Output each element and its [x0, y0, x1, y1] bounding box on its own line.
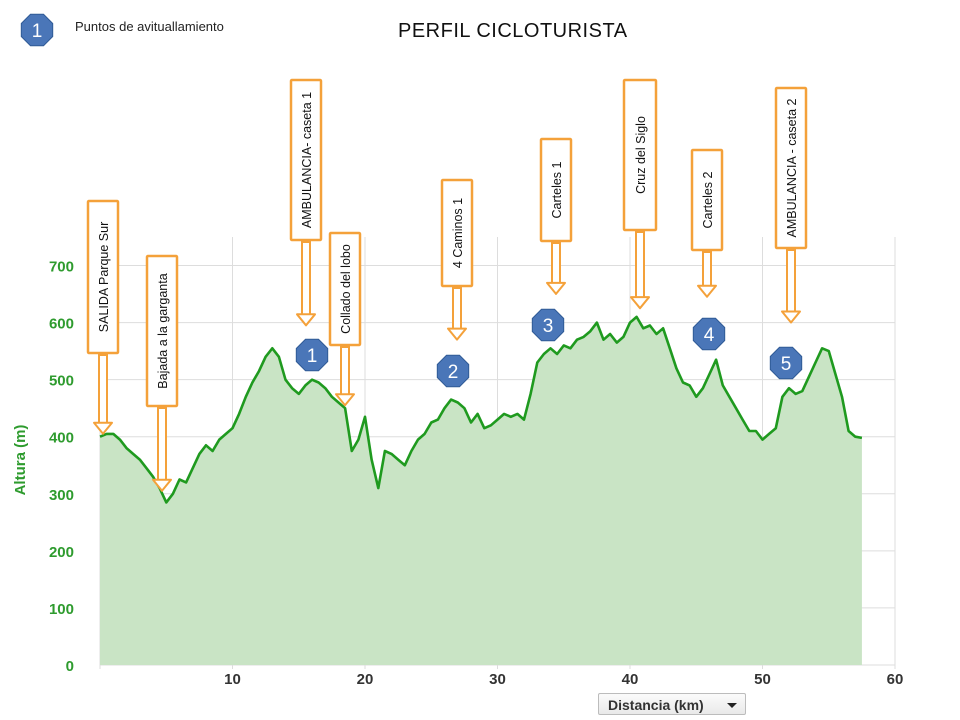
callout-box [328, 231, 362, 347]
callout-box [690, 148, 724, 252]
feed-point-badge-4: 4 [692, 317, 726, 351]
callout-arrow-shaft [157, 407, 167, 482]
callout-box [774, 86, 808, 250]
y-tick-label: 400 [49, 430, 74, 447]
feed-point-badge-5: 5 [769, 346, 803, 380]
x-tick-label: 20 [357, 671, 374, 688]
badge-layer: 1 1 2 3 4 5 [20, 13, 803, 388]
callout-arrow-head [630, 296, 650, 310]
y-axis-title: Altura (m) [12, 425, 29, 496]
badge-shape [295, 338, 329, 372]
callout-3: Collado del lobo [328, 231, 362, 407]
callout-label: Bajada a la garganta [156, 273, 170, 388]
y-tick-label: 100 [49, 601, 74, 618]
feed-point-badge-1: 1 [295, 338, 329, 372]
callout-label: Cruz del Siglo [634, 116, 648, 194]
badge-number: 1 [32, 21, 43, 42]
badge-number: 1 [307, 346, 318, 367]
badge-number: 4 [704, 325, 715, 346]
callout-arrow-shaft [98, 354, 108, 425]
callout-box [622, 78, 658, 232]
y-tick-label: 300 [49, 487, 74, 504]
badge-shape [692, 317, 726, 351]
callout-box [86, 199, 120, 355]
callout-arrow-shaft [551, 242, 561, 285]
callout-label: 4 Caminos 1 [451, 198, 465, 268]
callout-1: Bajada a la garganta [145, 254, 179, 492]
x-tick-label: 30 [489, 671, 506, 688]
callout-arrow-shaft [301, 241, 311, 317]
callout-label: Carteles 1 [550, 161, 564, 218]
y-tick-label: 0 [66, 658, 74, 675]
page-title: PERFIL CICLOTURISTA [398, 20, 628, 42]
y-tick-label: 500 [49, 373, 74, 390]
callout-2: AMBULANCIA- caseta 1 [289, 78, 323, 327]
x-tick-label: 60 [887, 671, 904, 688]
callout-label: AMBULANCIA- caseta 1 [300, 92, 314, 228]
callout-label: Collado del lobo [339, 244, 353, 334]
axis-layer: 0 100 200 300 400 500 600 700 10 20 30 40 50 60 Altura… [12, 259, 903, 688]
callout-arrow-head [447, 327, 467, 341]
legend-badge: 1 [20, 13, 54, 47]
x-tick-label: 40 [622, 671, 639, 688]
callout-label: AMBULANCIA - caseta 2 [785, 98, 799, 237]
callout-arrow-head [296, 313, 316, 327]
feed-point-badge-2: 2 [436, 354, 470, 388]
callout-arrow-shaft [452, 287, 462, 331]
callout-arrow-head [781, 310, 801, 324]
callout-label: Carteles 2 [701, 171, 715, 228]
badge-shape [531, 308, 565, 342]
callout-box [145, 254, 179, 408]
distance-unit-label: Distancia (km) [608, 697, 704, 713]
badge-number: 5 [781, 354, 792, 375]
callout-6: Cruz del Siglo [622, 78, 658, 310]
callout-arrow-head [335, 393, 355, 407]
callout-arrow-shaft [702, 251, 712, 288]
callout-layer: SALIDA Parque Sur Bajada a la garganta AMB… [86, 78, 808, 492]
callout-arrow-shaft [635, 231, 645, 300]
elevation-line [99, 315, 863, 504]
callout-box [440, 178, 474, 288]
callout-arrow-shaft [786, 249, 796, 314]
y-tick-label: 600 [49, 316, 74, 333]
y-tick-label: 700 [49, 259, 74, 276]
feed-point-badge-3: 3 [531, 308, 565, 342]
badge-shape [769, 346, 803, 380]
y-tick-label: 200 [49, 544, 74, 561]
callout-8: AMBULANCIA - caseta 2 [774, 86, 808, 324]
badge-shape [436, 354, 470, 388]
callout-4: 4 Caminos 1 [440, 178, 474, 341]
callout-arrow-head [697, 284, 717, 298]
badge-number: 3 [543, 316, 554, 337]
x-tick-label: 50 [754, 671, 771, 688]
badge-number: 2 [448, 362, 459, 383]
callout-0: SALIDA Parque Sur [86, 199, 120, 435]
chevron-down-icon[interactable] [727, 703, 737, 708]
callout-arrow-head [152, 478, 172, 492]
badge-shape [20, 13, 54, 47]
callout-box [539, 137, 573, 243]
x-tick-label: 10 [224, 671, 241, 688]
callout-arrow-head [93, 421, 113, 435]
callout-arrow-head [546, 281, 566, 295]
elevation-area [100, 316, 862, 665]
callout-label: SALIDA Parque Sur [97, 222, 111, 332]
callout-arrow-shaft [340, 346, 350, 397]
distance-unit-select[interactable]: Distancia (km) [598, 693, 746, 715]
callout-7: Carteles 2 [690, 148, 724, 298]
callout-5: Carteles 1 [539, 137, 573, 295]
legend-label: Puntos de avituallamiento [75, 19, 224, 34]
elevation-area-layer [99, 315, 863, 665]
callout-box [289, 78, 323, 242]
